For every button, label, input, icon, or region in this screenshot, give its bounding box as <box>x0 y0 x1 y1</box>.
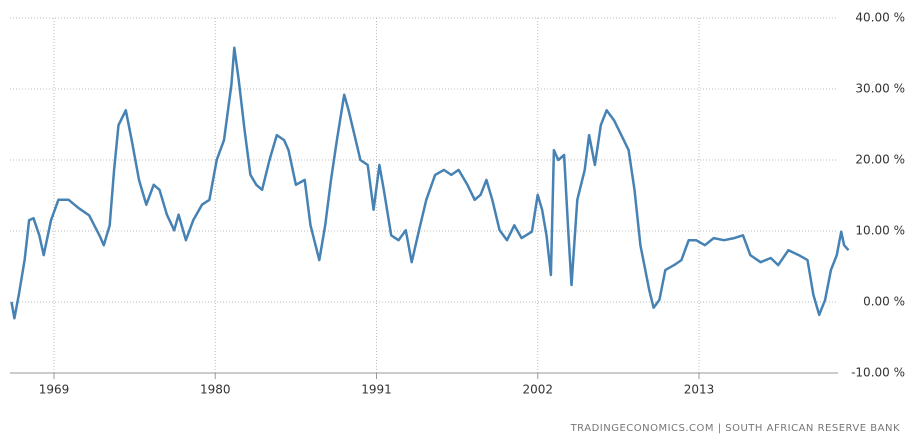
y-tick-label: 30.00 % <box>855 82 905 96</box>
y-tick-label: 40.00 % <box>855 11 905 25</box>
y-tick-label: -10.00 % <box>851 366 905 380</box>
x-tick-label: 2002 <box>522 383 553 397</box>
source-note: TRADINGECONOMICS.COM | SOUTH AFRICAN RES… <box>570 423 900 434</box>
y-tick-label: 0.00 % <box>863 295 905 309</box>
y-tick-label: 20.00 % <box>855 153 905 167</box>
x-tick-label: 1991 <box>361 383 392 397</box>
x-tick-label: 2013 <box>684 383 715 397</box>
data-line <box>10 46 850 320</box>
y-tick-label: 10.00 % <box>855 224 905 238</box>
x-tick-label: 1980 <box>200 383 231 397</box>
x-tick-label: 1969 <box>39 383 70 397</box>
